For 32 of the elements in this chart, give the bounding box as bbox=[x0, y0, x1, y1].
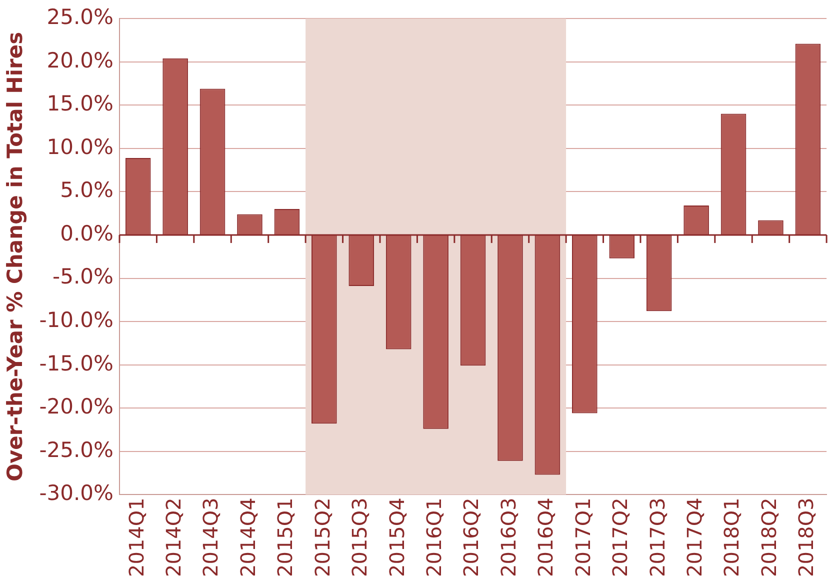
x-tick-label: 2017Q2 bbox=[608, 498, 632, 578]
x-tick-label: 2015Q4 bbox=[384, 498, 409, 578]
y-tick-label: 20.0% bbox=[46, 48, 114, 72]
x-tick-label: 2017Q3 bbox=[645, 498, 670, 578]
x-tick-label: 2014Q2 bbox=[162, 498, 186, 578]
y-tick-label: -25.0% bbox=[39, 438, 114, 462]
y-axis-title: Over-the-Year % Change in Total Hires bbox=[3, 32, 28, 482]
x-tick-label: 2017Q4 bbox=[682, 498, 707, 578]
x-tick-label: 2015Q3 bbox=[348, 498, 372, 578]
x-tick-label: 2015Q2 bbox=[310, 498, 334, 578]
x-tick-label: 2014Q3 bbox=[198, 498, 223, 578]
y-tick-label: 0.0% bbox=[60, 221, 114, 246]
x-tick-label: 2015Q1 bbox=[273, 498, 298, 578]
y-tick-label: -20.0% bbox=[39, 394, 114, 419]
x-tick-label: 2014Q4 bbox=[236, 498, 260, 578]
y-tick-label: 10.0% bbox=[46, 134, 114, 159]
x-tick-label: 2017Q1 bbox=[570, 498, 595, 578]
y-tick-label: 25.0% bbox=[46, 5, 114, 30]
y-tick-label: -30.0% bbox=[39, 481, 114, 506]
x-tick-label: 2016Q4 bbox=[534, 498, 558, 578]
x-tick-label: 2018Q2 bbox=[756, 498, 781, 578]
x-tick-label: 2018Q3 bbox=[794, 498, 818, 578]
y-tick-label: 5.0% bbox=[60, 178, 114, 202]
y-tick-label: -15.0% bbox=[39, 351, 114, 376]
x-tick-label: 2014Q1 bbox=[124, 498, 148, 578]
y-tick-label: -10.0% bbox=[39, 308, 114, 332]
y-tick-label: 15.0% bbox=[46, 92, 114, 116]
x-tick-label: 2016Q1 bbox=[422, 498, 446, 578]
y-tick-label: -5.0% bbox=[52, 264, 114, 289]
x-tick-label: 2016Q3 bbox=[496, 498, 520, 578]
x-tick-label: 2018Q1 bbox=[720, 498, 744, 578]
x-tick-label: 2016Q2 bbox=[459, 498, 484, 578]
